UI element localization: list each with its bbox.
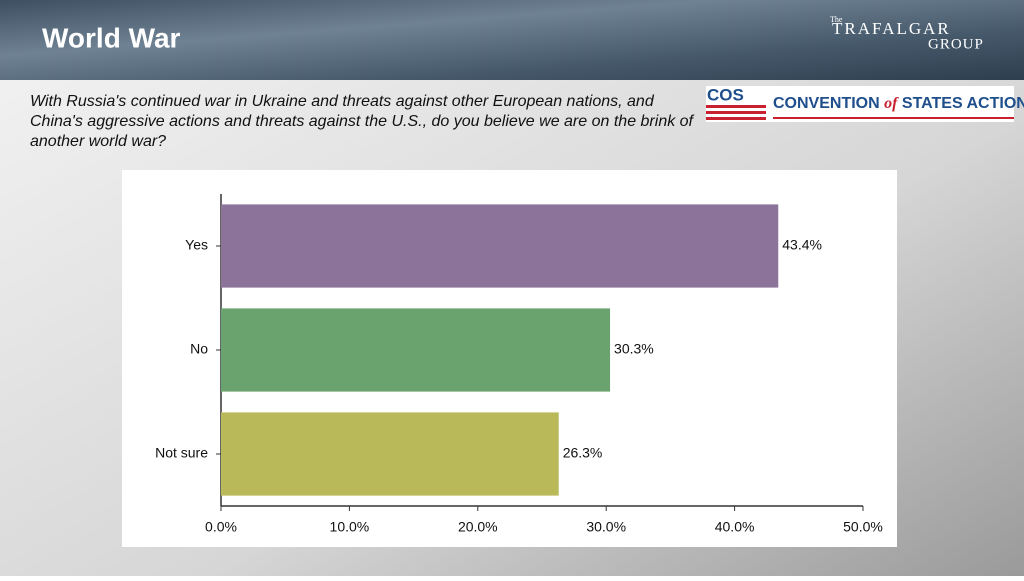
bar — [221, 204, 779, 288]
cos-logo: COS CONVENTION of STATES ACTION — [706, 85, 1024, 122]
logo-bg — [706, 86, 1014, 122]
y-tick-label: Yes — [185, 237, 208, 253]
header-title: World War — [42, 22, 181, 53]
logo-small: The — [830, 15, 843, 24]
logo-text: CONVENTION of STATES ACTION — [773, 95, 1024, 113]
logo-mark: COS — [707, 85, 744, 104]
value-label: 43.4% — [782, 237, 822, 253]
header-band — [0, 0, 1024, 80]
question-box: With Russia's continued war in Ukraine a… — [30, 93, 693, 150]
stripe — [706, 105, 766, 108]
x-tick-label: 30.0% — [586, 519, 626, 535]
stripe — [706, 117, 766, 120]
y-tick-label: No — [190, 341, 208, 357]
x-tick-label: 40.0% — [715, 519, 755, 535]
y-tick-label: Not sure — [155, 445, 208, 461]
logo-name: TRAFALGAR — [832, 19, 951, 38]
x-tick-label: 50.0% — [843, 519, 883, 535]
x-tick-label: 20.0% — [458, 519, 498, 535]
stripe — [706, 111, 766, 114]
bar — [221, 412, 559, 496]
x-tick-label: 0.0% — [205, 519, 237, 535]
logo-group: GROUP — [928, 36, 984, 52]
value-label: 26.3% — [563, 445, 603, 461]
question: With Russia's continued war in Ukraine a… — [30, 93, 693, 150]
plot: 0.0% 10.0% 20.0% 30.0% 40.0% 50.0% Yes 43.4% No 3… — [155, 194, 883, 535]
value-label: 30.3% — [614, 341, 654, 357]
x-tick-label: 10.0% — [330, 519, 370, 535]
bar — [221, 308, 611, 392]
